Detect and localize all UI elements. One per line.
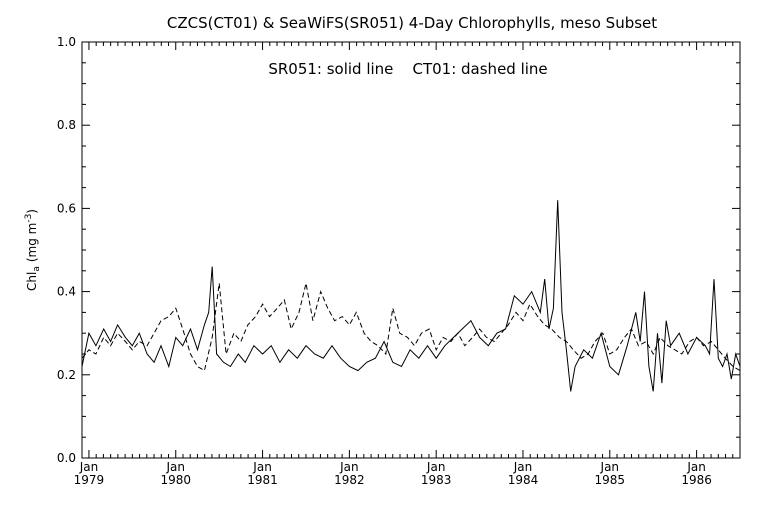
y-tick-label: 0.8: [57, 118, 76, 132]
x-tick-label-month: Jan: [166, 460, 186, 474]
series-line-sr051: [81, 200, 741, 392]
y-axis-label-subscript: a: [32, 266, 42, 272]
x-tick-label-year: 1984: [508, 473, 539, 487]
x-tick-label-month: Jan: [339, 460, 359, 474]
x-axis: Jan1979Jan1980Jan1981Jan1982Jan1983Jan19…: [74, 42, 741, 487]
series-line-ct01: [81, 283, 741, 372]
x-tick-label-year: 1985: [595, 473, 626, 487]
plot-frame: [81, 41, 741, 459]
x-tick-label-year: 1979: [74, 473, 105, 487]
x-tick-label-month: Jan: [426, 460, 446, 474]
x-tick-label-month: Jan: [600, 460, 620, 474]
x-tick-label-year: 1982: [334, 473, 365, 487]
x-tick-label-year: 1980: [160, 473, 191, 487]
y-tick-label: 0.2: [57, 368, 76, 382]
y-tick-label: 0.4: [57, 285, 76, 299]
chart-title: CZCS(CT01) & SeaWiFS(SR051) 4-Day Chloro…: [167, 14, 657, 32]
legend-annotation: SR051: solid line CT01: dashed line: [268, 60, 547, 78]
x-tick-label-month: Jan: [513, 460, 533, 474]
y-tick-label: 1.0: [57, 35, 76, 49]
series-layer: [81, 200, 741, 392]
y-axis-label-exponent: -3: [24, 214, 34, 223]
plot-area: 0.00.20.40.60.81.0 Jan1979Jan1980Jan1981…: [57, 35, 741, 487]
x-tick-label-month: Jan: [79, 460, 99, 474]
y-axis-label: Chla (mg m-3): [24, 209, 42, 291]
y-axis-label-units: (mg m: [25, 223, 39, 263]
y-axis: 0.0 0.2 0.4 0.6 0.8 1.0: [57, 35, 740, 465]
x-tick-label-year: 1986: [681, 473, 712, 487]
x-tick-label-month: Jan: [252, 460, 272, 474]
x-tick-label-year: 1983: [421, 473, 452, 487]
y-tick-label: 0.0: [57, 451, 76, 465]
y-tick-label: 0.6: [57, 201, 76, 215]
y-axis-label-main: Chl: [25, 272, 39, 291]
x-tick-label-month: Jan: [686, 460, 706, 474]
y-axis-label-close: ): [25, 209, 39, 214]
x-tick-label-year: 1981: [247, 473, 278, 487]
